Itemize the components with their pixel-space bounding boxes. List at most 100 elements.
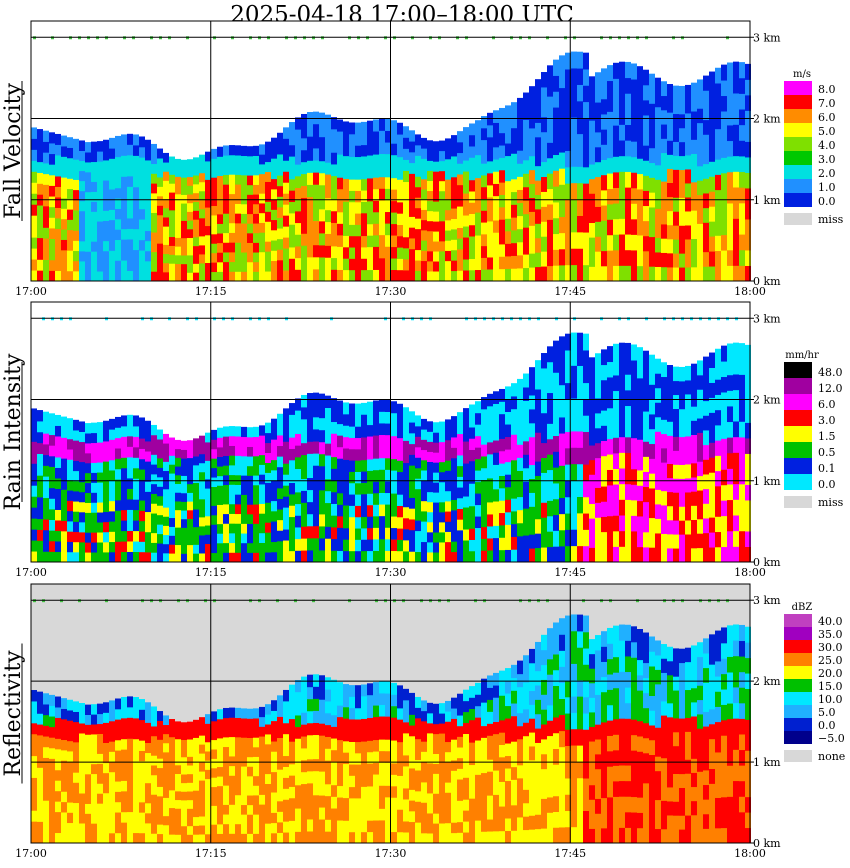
heatmap-cell [259,794,265,805]
heatmap-cell [499,769,505,782]
heatmap-cell [187,739,193,749]
heatmap-cell [277,726,283,739]
heatmap-cell [151,755,157,766]
heatmap-cell [343,448,349,460]
heatmap-cell [475,269,481,282]
heatmap-cell [529,773,535,789]
heatmap-cell [43,130,49,142]
heatmap-cell [193,263,199,273]
heatmap-cell [235,503,241,515]
heatmap-cell [415,186,421,198]
heatmap-cell [301,269,307,282]
heatmap-cell [301,700,307,713]
heatmap-cell [301,394,307,408]
heatmap-cell [409,725,415,737]
heatmap-cell [595,368,601,384]
heatmap-cell [301,724,307,737]
heatmap-cell [427,451,433,463]
heatmap-cell [205,760,211,770]
heatmap-cell [541,221,547,237]
heatmap-cell [61,260,67,272]
heatmap-cell [127,477,133,489]
heatmap-cell [499,744,505,758]
heatmap-cell [475,177,481,190]
heatmap-cell [523,508,529,523]
heatmap-cell [733,483,739,500]
heatmap-cell [229,242,235,253]
heatmap-cell [601,349,607,366]
heatmap-cell [379,796,385,809]
heatmap-cell [523,146,529,161]
heatmap-cell [91,442,97,454]
heatmap-cell [589,401,595,417]
heatmap-cell [517,431,523,445]
heatmap-cell [499,438,505,452]
heatmap-cell [529,662,535,678]
heatmap-cells [31,332,751,563]
heatmap-cell [613,796,619,813]
heatmap-cell [157,505,163,516]
heatmap-cell [355,224,361,237]
heatmap-cell [523,802,529,817]
heatmap-cell [253,708,259,719]
heatmap-cell [235,814,241,825]
heatmap-cell [655,547,661,563]
heatmap-cell [409,411,415,423]
heatmap-cell [277,695,283,707]
heatmap-cell [349,201,355,214]
heatmap-cell [547,126,553,143]
heatmap-cell [577,365,583,383]
heatmap-cell [79,471,85,483]
heatmap-cell [211,167,217,178]
heatmap-cell [127,259,133,271]
heatmap-cell [349,437,355,450]
heatmap-cell [493,488,499,502]
heatmap-cell [385,504,391,517]
heatmap-cell [67,730,73,742]
heatmap-cell [61,187,67,199]
heatmap-cell [601,129,607,145]
heatmap-cell [109,802,115,813]
heatmap-cell [475,458,481,471]
heatmap-cell [505,693,511,707]
heatmap-cell [133,801,139,813]
heatmap-cell [355,122,361,135]
heatmap-cell [721,531,727,548]
heatmap-cell [205,515,211,526]
heatmap-cell [85,452,91,464]
heatmap-cell [85,502,91,513]
heatmap-cell [37,799,43,812]
heatmap-cell [679,450,685,465]
heatmap-cell [523,682,529,696]
heatmap-cell [475,516,481,529]
heatmap-cell [679,394,685,410]
heatmap-cell [61,780,67,792]
heatmap-cell [295,526,301,540]
heatmap-cell [499,169,505,183]
heatmap-cell [661,504,667,520]
heatmap-cell [235,164,241,175]
heatmap-cell [571,777,577,795]
heatmap-cell [553,154,559,171]
heatmap-cell [325,807,331,820]
heatmap-cell [211,824,217,835]
heatmap-cell [673,366,679,382]
heatmap-cell [583,761,589,779]
heatmap-cell [637,720,643,737]
heatmap-cell [379,234,385,247]
heatmap-cell [277,758,283,770]
heatmap-cell [379,399,385,412]
heatmap-cell [571,117,577,135]
heatmap-cell [337,469,343,482]
heatmap-cell [595,724,601,740]
heatmap-cell [355,707,361,720]
heatmap-cell [451,260,457,272]
heatmap-cell [181,475,187,485]
heatmap-cell [217,437,223,448]
heatmap-cell [553,217,559,235]
heatmap-cell [253,533,259,544]
heatmap-cell [145,832,151,844]
heatmap-cell [457,736,463,748]
heatmap-cell [373,154,379,167]
heatmap-cell [253,174,259,185]
